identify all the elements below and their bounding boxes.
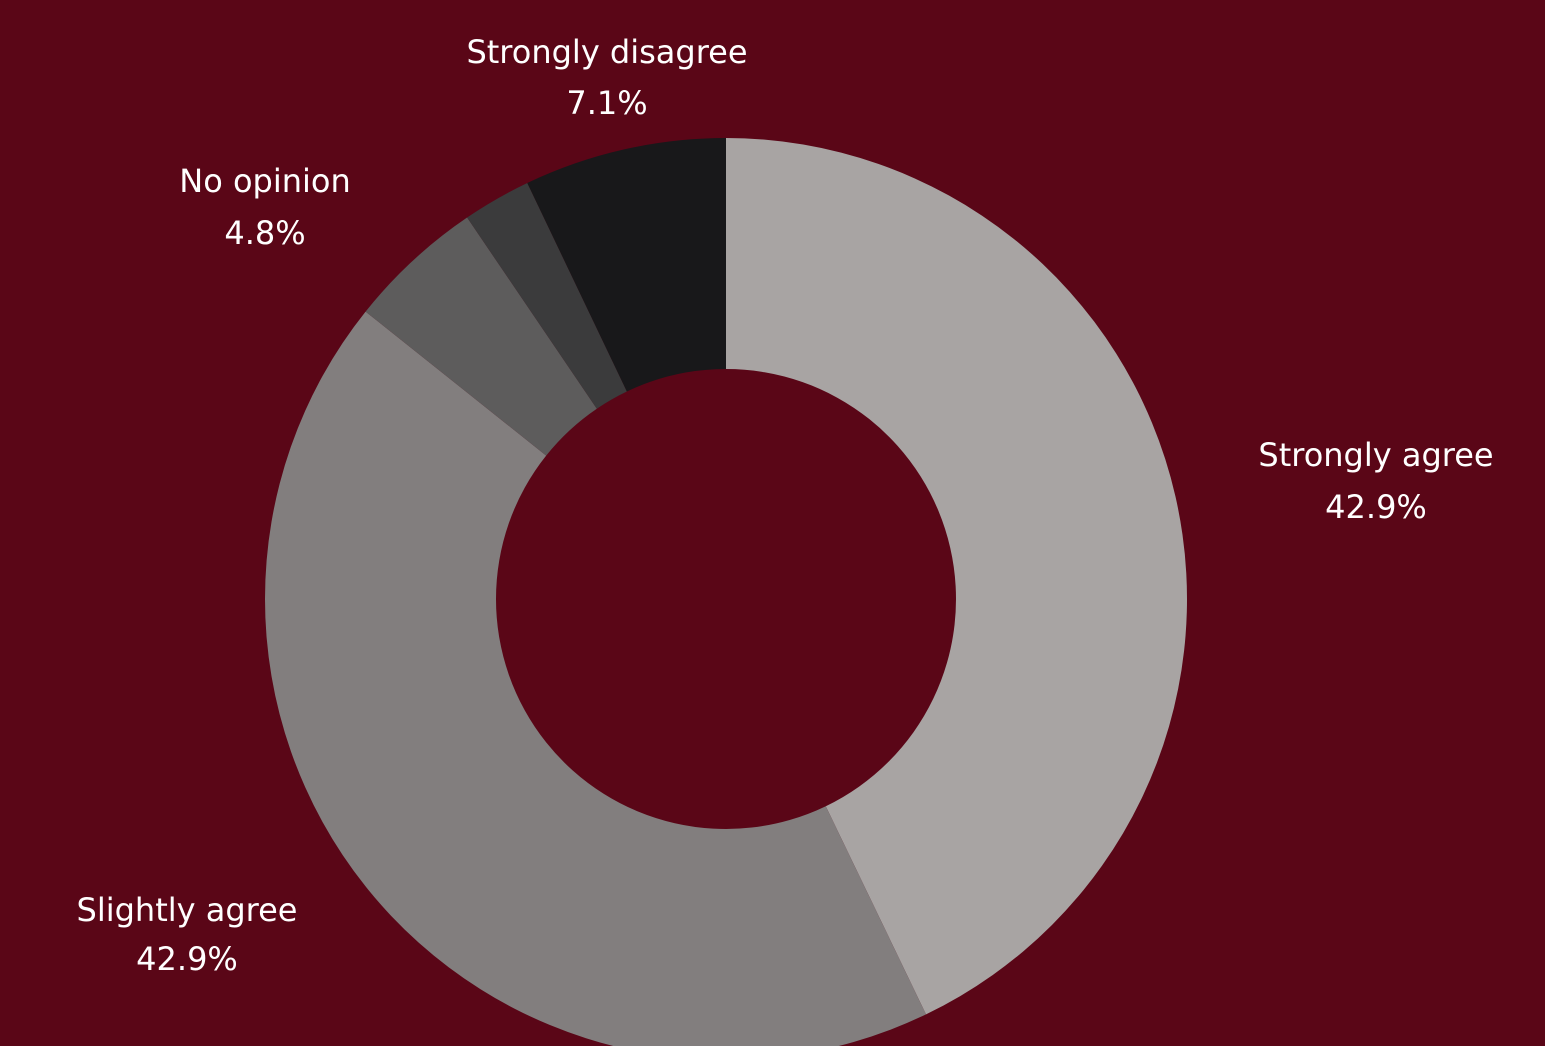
slices-layer: [265, 138, 1187, 1046]
slice-slightly-agree: [265, 311, 927, 1046]
slice-value-slightly-agree: 42.9%: [136, 940, 238, 978]
slice-value-strongly-agree: 42.9%: [1325, 488, 1427, 526]
slice-label-strongly-agree: Strongly agree: [1258, 436, 1493, 474]
slice-label-slightly-agree: Slightly agree: [77, 891, 298, 929]
slice-strongly-agree: [726, 138, 1187, 1015]
slice-value-no-opinion: 4.8%: [224, 214, 305, 252]
slice-value-strongly-disagree: 7.1%: [566, 84, 647, 122]
slice-unlabeled-3: [467, 183, 627, 409]
labels-layer: Strongly agree 42.9% Slightly agree 42.9% No…: [77, 33, 1494, 978]
slice-no-opinion: [365, 217, 597, 456]
slice-strongly-disagree: [527, 138, 726, 392]
slice-label-strongly-disagree: Strongly disagree: [466, 33, 747, 71]
slice-label-no-opinion: No opinion: [179, 162, 351, 200]
